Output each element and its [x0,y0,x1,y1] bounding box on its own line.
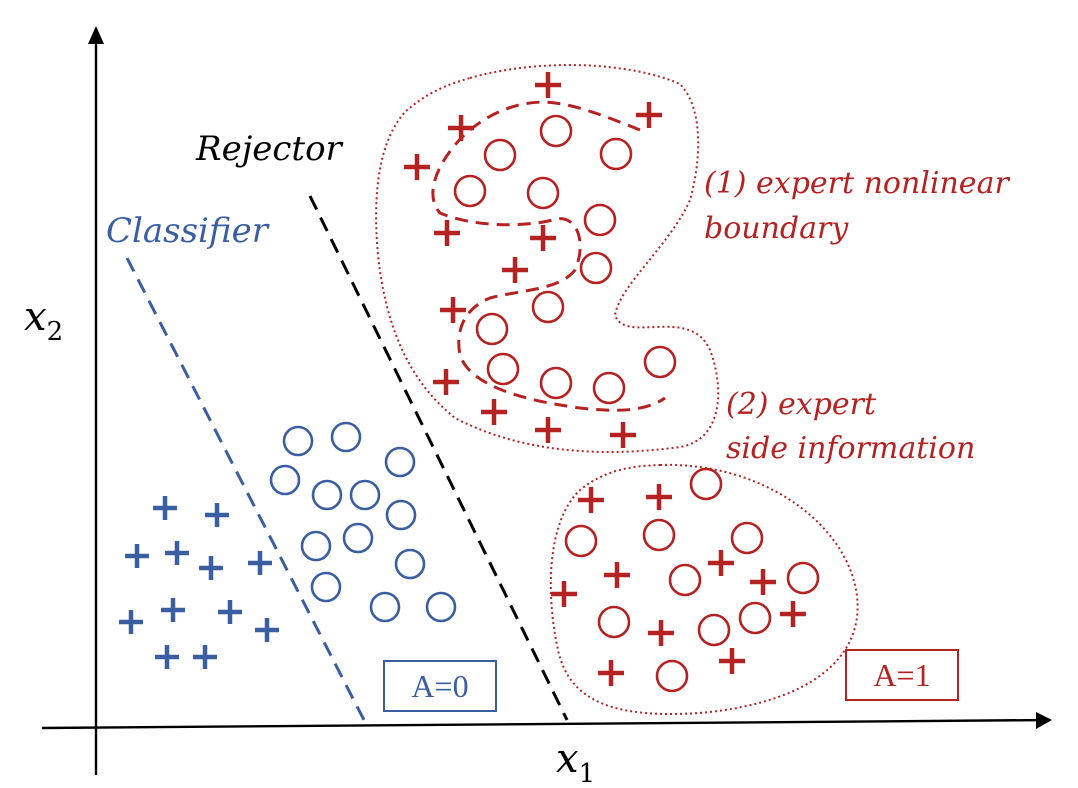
y-axis-label: x2 [24,294,63,347]
red-plus-marker [598,660,624,686]
red-plus-marker [750,569,776,595]
x-axis-label: x1 [556,736,595,788]
blue-plus-marker [193,645,217,669]
red-plus-marker [404,154,430,180]
red-circle-marker [583,203,617,237]
red-circle-marker [564,524,598,558]
blue-plus-marker [153,496,177,520]
blue-circle-marker [385,499,417,531]
blue-plus-marker [165,541,189,565]
blue-circle-marker [349,479,381,511]
red-plus-marker [440,297,466,323]
blue-circle-marker [300,530,332,562]
blue-circle-marker [310,571,342,603]
red-circle-marker [655,659,689,693]
rejector-label: Rejector [195,129,344,169]
red-circle-marker [642,518,676,552]
x-axis [41,718,1051,730]
red-plus-marker [551,581,577,607]
red-circle-marker [738,601,772,635]
red-circle-marker [730,521,764,555]
red-plus-marker [433,369,459,395]
blue-circle-marker [269,464,301,496]
red-circle-marker [531,290,565,324]
red-circle-marker [579,251,613,285]
expert-boundary-label-line1: (1) expert nonlinear [704,166,1010,201]
red-circle-marker [539,366,573,400]
red-plus-marker [646,484,672,510]
expert-side-label-line2: side information [726,431,975,466]
blue-plus-marker [125,544,149,568]
red-plus-marker [708,550,734,576]
blue-plus-marker [155,645,179,669]
red-plus-marker [448,115,474,141]
blue-plus-marker [248,551,272,575]
blue-circle-marker [342,522,374,554]
blue-circle-markers [269,421,457,623]
expert-region-upper [375,64,720,453]
blue-plus-markers [119,496,279,669]
expert-boundary-label-line2: boundary [704,211,849,246]
y-axis-arrow-icon [88,26,104,44]
red-circle-marker [599,137,633,171]
red-plus-marker [648,620,674,646]
red-circle-marker [539,114,573,148]
red-plus-marker [578,487,604,513]
red-plus-marker [502,257,528,283]
red-plus-marker [481,399,507,425]
red-circle-marker [483,138,517,172]
blue-plus-marker [205,503,229,527]
expert-nonlinear-boundary [431,100,666,412]
red-plus-marker [530,225,556,251]
red-circle-marker [526,176,560,210]
red-circle-marker [668,563,702,597]
red-plus-marker [780,601,806,627]
classifier-line [125,257,367,723]
red-circle-marker [453,174,487,208]
red-plus-markers [404,72,806,686]
red-plus-marker [604,562,630,588]
red-circle-marker [786,561,820,595]
red-circle-marker [475,312,509,346]
blue-plus-marker [199,556,223,580]
group-a1-box [845,649,959,701]
blue-plus-marker [218,600,242,624]
group-a1-label: A=1 [873,657,930,693]
blue-plus-marker [161,598,185,622]
red-circle-markers [453,114,820,693]
classifier-label: Classifier [106,211,270,251]
red-plus-marker [610,422,636,448]
red-plus-marker [434,220,460,246]
blue-circle-marker [394,548,426,580]
blue-circle-marker [425,591,457,623]
blue-circle-marker [330,421,362,453]
red-plus-marker [636,102,662,128]
red-circle-marker [486,352,520,386]
red-plus-marker [535,72,561,98]
red-circle-marker [689,467,723,501]
blue-plus-marker [119,610,143,634]
group-a0-box [383,660,497,712]
expert-side-label-line1: (2) expert [726,387,877,422]
blue-circle-marker [311,479,343,511]
red-circle-marker [643,345,677,379]
blue-circle-marker [282,425,314,457]
red-circle-marker [697,613,731,647]
red-plus-marker [719,648,745,674]
x-axis-arrow-icon [1036,712,1052,729]
blue-plus-marker [255,618,279,642]
blue-circle-marker [384,446,416,478]
blue-circle-marker [369,591,401,623]
group-a0-label: A=0 [411,668,468,704]
red-plus-marker [535,417,561,443]
rejector-line [308,195,569,721]
red-circle-marker [592,371,626,405]
red-circle-marker [597,605,631,639]
